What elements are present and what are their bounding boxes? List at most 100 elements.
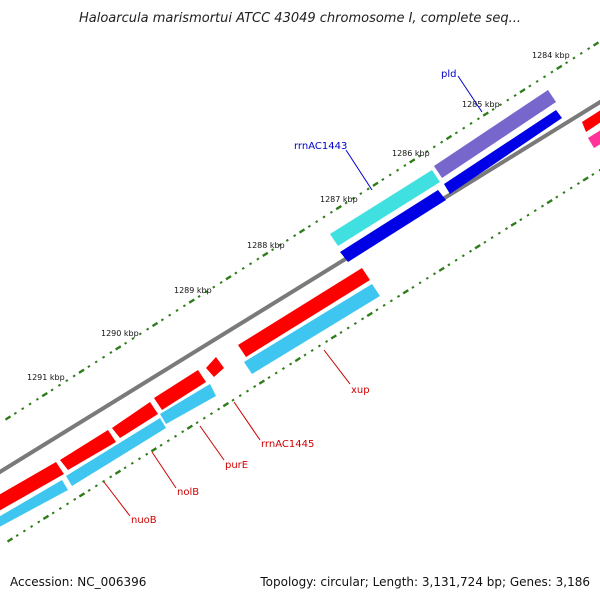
inner-tick-mark <box>150 447 158 453</box>
accession-text: Accession: NC_006396 <box>10 575 146 589</box>
inner-tick-mark <box>58 506 62 510</box>
gene-right-edge-reverse[interactable] <box>588 128 600 148</box>
inner-tick-mark <box>411 285 415 289</box>
outer-tick-mark <box>41 391 48 398</box>
outer-tick-mark <box>335 204 342 211</box>
outer-tick-mark <box>248 262 253 266</box>
inner-tick-mark <box>366 311 373 318</box>
outer-tick-mark <box>469 121 473 125</box>
gene-rrnAC1443[interactable] <box>330 170 440 246</box>
inner-tick-mark <box>533 209 537 213</box>
inner-tick-track <box>6 168 600 543</box>
inner-tick-mark <box>382 303 386 307</box>
outer-tick-mark <box>565 61 569 65</box>
outer-tick-mark <box>50 388 54 392</box>
label-rrnAC1445: rrnAC1445 <box>261 439 314 450</box>
inner-tick-mark <box>483 240 487 244</box>
outer-tick-mark <box>388 173 392 177</box>
outer-tick-mark <box>28 402 32 406</box>
gene-rrnAC1443-reverse[interactable] <box>340 190 446 262</box>
outer-tick-mark <box>418 154 422 158</box>
gene-nuoB[interactable] <box>0 480 68 532</box>
gene-labels: pld rrnAC1443 xup rrnAC1445 purE nolB nu… <box>131 69 456 526</box>
outer-tick-mark <box>234 271 238 275</box>
gene-pld[interactable] <box>434 90 556 178</box>
outer-tick-mark <box>482 111 489 117</box>
outer-tick-mark <box>491 107 495 111</box>
gene-right-edge-forward[interactable] <box>582 108 600 132</box>
inner-tick-mark <box>274 371 278 375</box>
outer-tick-mark <box>298 228 306 234</box>
inner-tick-mark <box>217 407 221 411</box>
outer-tick-mark <box>204 290 209 294</box>
outer-tick-mark <box>315 220 319 224</box>
inner-tick-mark <box>540 204 544 208</box>
inner-tick-mark <box>402 289 409 295</box>
outer-tick-mark <box>197 294 201 298</box>
gene-purE-forward[interactable] <box>154 370 206 410</box>
inner-tick-mark <box>432 272 437 276</box>
gene-nolB-forward[interactable] <box>112 402 158 438</box>
outer-tick-mark <box>256 257 260 261</box>
leader-xup <box>323 349 351 385</box>
tick-label-1285: 1285 kbp <box>462 100 500 109</box>
outer-tick-mark <box>35 397 39 401</box>
inner-tick-mark <box>15 534 19 537</box>
outer-tick-mark <box>146 327 150 331</box>
outer-tick-mark <box>131 337 135 341</box>
outer-tick-mark <box>293 234 297 238</box>
inner-tick-mark <box>447 263 451 267</box>
inner-tick-mark <box>562 191 566 195</box>
outer-tick-mark <box>366 187 370 191</box>
inner-tick-mark <box>137 457 142 461</box>
gene-pld-reverse[interactable] <box>444 110 562 194</box>
inner-tick-mark <box>159 443 163 447</box>
inner-tick-mark <box>454 258 458 262</box>
gene-rrnAC1445-forward[interactable] <box>206 357 224 377</box>
gene-nuoB-forward[interactable] <box>60 430 116 470</box>
gene-xup[interactable] <box>244 284 380 374</box>
outer-tick-mark <box>498 103 503 107</box>
outer-tick-mark <box>359 192 363 196</box>
outer-tick-mark <box>160 318 164 322</box>
outer-tick-mark <box>219 280 223 284</box>
gene-left-edge-forward[interactable] <box>0 462 64 516</box>
outer-tick-mark <box>278 243 282 247</box>
inner-tick-mark <box>253 385 257 389</box>
inner-tick-mark <box>87 488 91 492</box>
label-purE: purE <box>225 460 248 471</box>
label-pld: pld <box>441 69 456 80</box>
outer-tick-mark <box>101 355 106 359</box>
leader-rrnAC1443 <box>345 149 373 191</box>
inner-tick-mark <box>461 254 465 258</box>
gene-xup-forward[interactable] <box>238 268 370 357</box>
inner-tick-mark <box>425 276 429 280</box>
outer-tick-mark <box>513 93 517 97</box>
inner-tick-mark <box>258 379 266 385</box>
outer-tick-mark <box>329 210 333 214</box>
inner-tick-mark <box>418 281 422 285</box>
outer-tick-mark <box>454 131 458 135</box>
inner-tick-mark <box>576 182 580 186</box>
outer-tick-mark <box>21 407 25 411</box>
gene-purE[interactable] <box>160 384 216 424</box>
inner-tick-mark <box>346 326 350 330</box>
inner-tick-mark <box>582 176 589 182</box>
inner-tick-mark <box>303 353 307 357</box>
tick-label-1290: 1290 kbp <box>101 329 139 338</box>
inner-tick-mark <box>438 266 445 272</box>
inner-tick-mark <box>145 452 149 456</box>
outer-tick-mark <box>476 117 480 121</box>
outer-tick-mark <box>13 411 17 415</box>
label-xup: xup <box>351 385 370 396</box>
inner-tick-mark <box>497 231 501 235</box>
inner-tick-mark <box>114 469 122 475</box>
inner-tick-mark <box>231 398 235 402</box>
inner-tick-mark <box>94 484 98 488</box>
outer-tick-mark <box>109 351 113 355</box>
inner-tick-mark <box>181 430 185 434</box>
inner-tick-mark <box>101 479 106 483</box>
gene-nolB[interactable] <box>66 418 166 486</box>
inner-tick-mark <box>209 412 214 416</box>
